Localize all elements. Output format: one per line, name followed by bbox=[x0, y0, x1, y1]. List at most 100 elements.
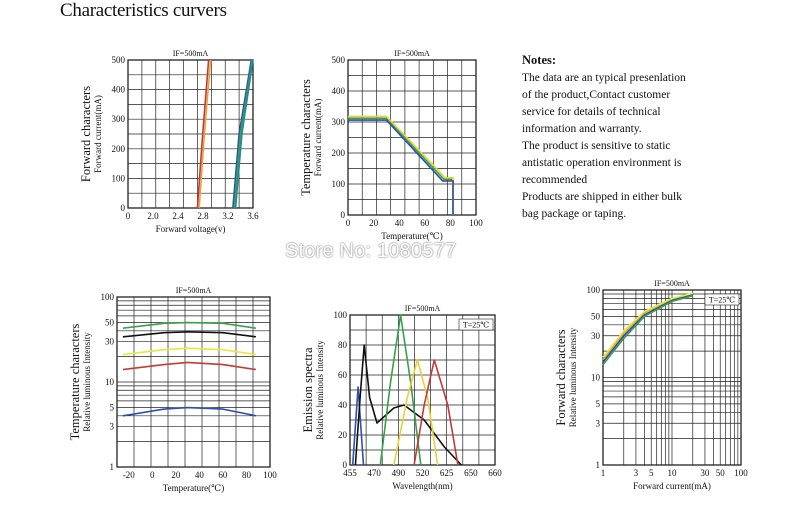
x-tick-label: 40 bbox=[395, 218, 405, 228]
x-tick-label: 20 bbox=[369, 218, 379, 228]
y-tick-label: 30 bbox=[591, 331, 601, 341]
series-line bbox=[196, 59, 210, 209]
x-tick-label: 455 bbox=[343, 468, 357, 478]
x-tick-label: 100 bbox=[734, 468, 748, 478]
chart-forward-current-intensity: 1 3 5 10 30 50 100135103050100IF=500mAForward … bbox=[554, 279, 748, 491]
series-line bbox=[234, 59, 254, 209]
series-line bbox=[354, 344, 462, 466]
y-tick-label: 300 bbox=[332, 117, 346, 127]
series-line bbox=[122, 361, 257, 371]
x-tick-label: 10 bbox=[668, 468, 678, 478]
series-line bbox=[233, 59, 254, 209]
series-line bbox=[232, 59, 253, 209]
y-axis-label: Temperature characters bbox=[68, 323, 82, 440]
notes-line: The product is sensitive to static bbox=[522, 140, 671, 152]
x-tick-label: 650 bbox=[464, 468, 478, 478]
series-line bbox=[602, 292, 693, 358]
series-line bbox=[602, 294, 694, 366]
y-tick-label: 100 bbox=[112, 173, 126, 183]
x-tick-label: 3.2 bbox=[222, 211, 233, 221]
y-tick-label: 200 bbox=[332, 148, 346, 158]
y-tick-label: 5 bbox=[110, 403, 115, 413]
chart-title: IF=500mA bbox=[405, 304, 441, 313]
y-tick-label: 200 bbox=[112, 144, 126, 154]
y-tick-label: 0 bbox=[343, 460, 348, 470]
x-tick-label: 5 bbox=[649, 468, 654, 478]
y-axis-sublabel: Forward current(mA) bbox=[313, 99, 323, 177]
series-line bbox=[602, 294, 694, 363]
y-tick-label: 400 bbox=[332, 86, 346, 96]
y-tick-label: 3 bbox=[110, 421, 115, 431]
chart-emission-spectra: 455 470 490 520 625 650 660 0 20 40 60 80 100 IF=500m… bbox=[301, 304, 502, 491]
x-tick-label: 80 bbox=[446, 218, 456, 228]
grid bbox=[117, 297, 270, 467]
x-tick-label: 1 bbox=[601, 468, 606, 478]
y-tick-label: 1 bbox=[596, 460, 601, 470]
annotation-box bbox=[458, 318, 494, 331]
notes-line: service for details of technical bbox=[522, 106, 661, 118]
y-tick-label: 1 bbox=[110, 462, 115, 472]
series-line bbox=[351, 386, 365, 466]
x-tick-label: 3 bbox=[634, 468, 639, 478]
series-line bbox=[379, 314, 422, 466]
notes-panel: Notes: The data are an typical presenlat… bbox=[522, 52, 752, 223]
y-tick-label: 3 bbox=[596, 418, 601, 428]
y-axis-label: Forward characters bbox=[79, 86, 93, 182]
x-axis-label: Forward voltage(v) bbox=[156, 224, 226, 234]
grid bbox=[603, 290, 741, 465]
x-tick-label: 470 bbox=[367, 468, 381, 478]
y-tick-label: 50 bbox=[591, 311, 601, 321]
store-watermark: Store No: 1080577 bbox=[285, 240, 457, 262]
y-axis-label: Forward characters bbox=[554, 329, 568, 425]
series-line bbox=[393, 359, 439, 466]
notes-line: antistatic operation environment is bbox=[522, 157, 682, 169]
notes-line: The data are an typical presenlation bbox=[522, 72, 686, 84]
y-tick-label: 10 bbox=[591, 373, 601, 383]
series-line bbox=[122, 321, 257, 329]
notes-line: bag package or taping. bbox=[522, 208, 627, 220]
y-tick-label: 100 bbox=[332, 179, 346, 189]
y-tick-label: 30 bbox=[105, 336, 115, 346]
y-tick-label: 60 bbox=[338, 370, 348, 380]
x-tick-label: 0 bbox=[346, 218, 351, 228]
x-tick-label: 0 bbox=[126, 211, 131, 221]
y-tick-label: 50 bbox=[105, 318, 115, 328]
chart-temperature-intensity: -20 0 20 40 60 80 100 1 3 5 10 30 50 100 IF=500mA Tempe… bbox=[68, 286, 277, 493]
x-tick-label: 625 bbox=[440, 468, 454, 478]
chart-annotation: T=25℃ bbox=[463, 321, 489, 330]
x-tick-label: -20 bbox=[123, 470, 135, 480]
y-tick-label: 0 bbox=[341, 210, 346, 220]
notes-line: of the product,Contact customer bbox=[522, 89, 671, 101]
series-line bbox=[413, 359, 459, 466]
series-line bbox=[348, 119, 454, 215]
y-axis-sublabel: Relative luminous Intensity bbox=[568, 327, 578, 427]
x-axis-label: Temperature(℃) bbox=[163, 483, 224, 493]
x-tick-label: 0 bbox=[150, 470, 155, 480]
grid bbox=[348, 60, 476, 215]
x-tick-label: 100 bbox=[469, 218, 483, 228]
x-tick-label: 80 bbox=[242, 470, 252, 480]
grid bbox=[128, 60, 253, 208]
x-tick-label: 2.8 bbox=[197, 211, 209, 221]
notes-line: Products are shipped in either bulk bbox=[522, 191, 683, 203]
x-tick-label: 2.0 bbox=[147, 211, 159, 221]
chart-title: IF=500mA bbox=[176, 286, 212, 295]
y-tick-label: 10 bbox=[105, 377, 115, 387]
y-tick-label: 100 bbox=[101, 292, 115, 302]
y-axis-sublabel: Forward current(mA) bbox=[93, 95, 103, 173]
chart-temperature-current: 0 20 40 60 80 100 0 100 200 300 400 500 IF=500mA Temp… bbox=[299, 49, 483, 241]
chart-title: IF=500mA bbox=[173, 49, 209, 58]
x-axis-label: Forward current(mA) bbox=[633, 481, 711, 491]
chart-title: IF=500mA bbox=[654, 279, 690, 288]
page-title: Characteristics curvers bbox=[60, 0, 227, 21]
x-tick-label: 3.6 bbox=[247, 211, 259, 221]
chart-title: IF=500mA bbox=[394, 49, 430, 58]
series-line bbox=[198, 59, 212, 209]
y-tick-label: 500 bbox=[332, 55, 346, 65]
y-axis-sublabel: Relative luminous Intensity bbox=[315, 340, 325, 440]
x-tick-label: 50 bbox=[716, 468, 726, 478]
notes-line: information and warranty. bbox=[522, 123, 642, 135]
notes-line: recommended bbox=[522, 174, 588, 186]
y-tick-label: 20 bbox=[338, 430, 348, 440]
